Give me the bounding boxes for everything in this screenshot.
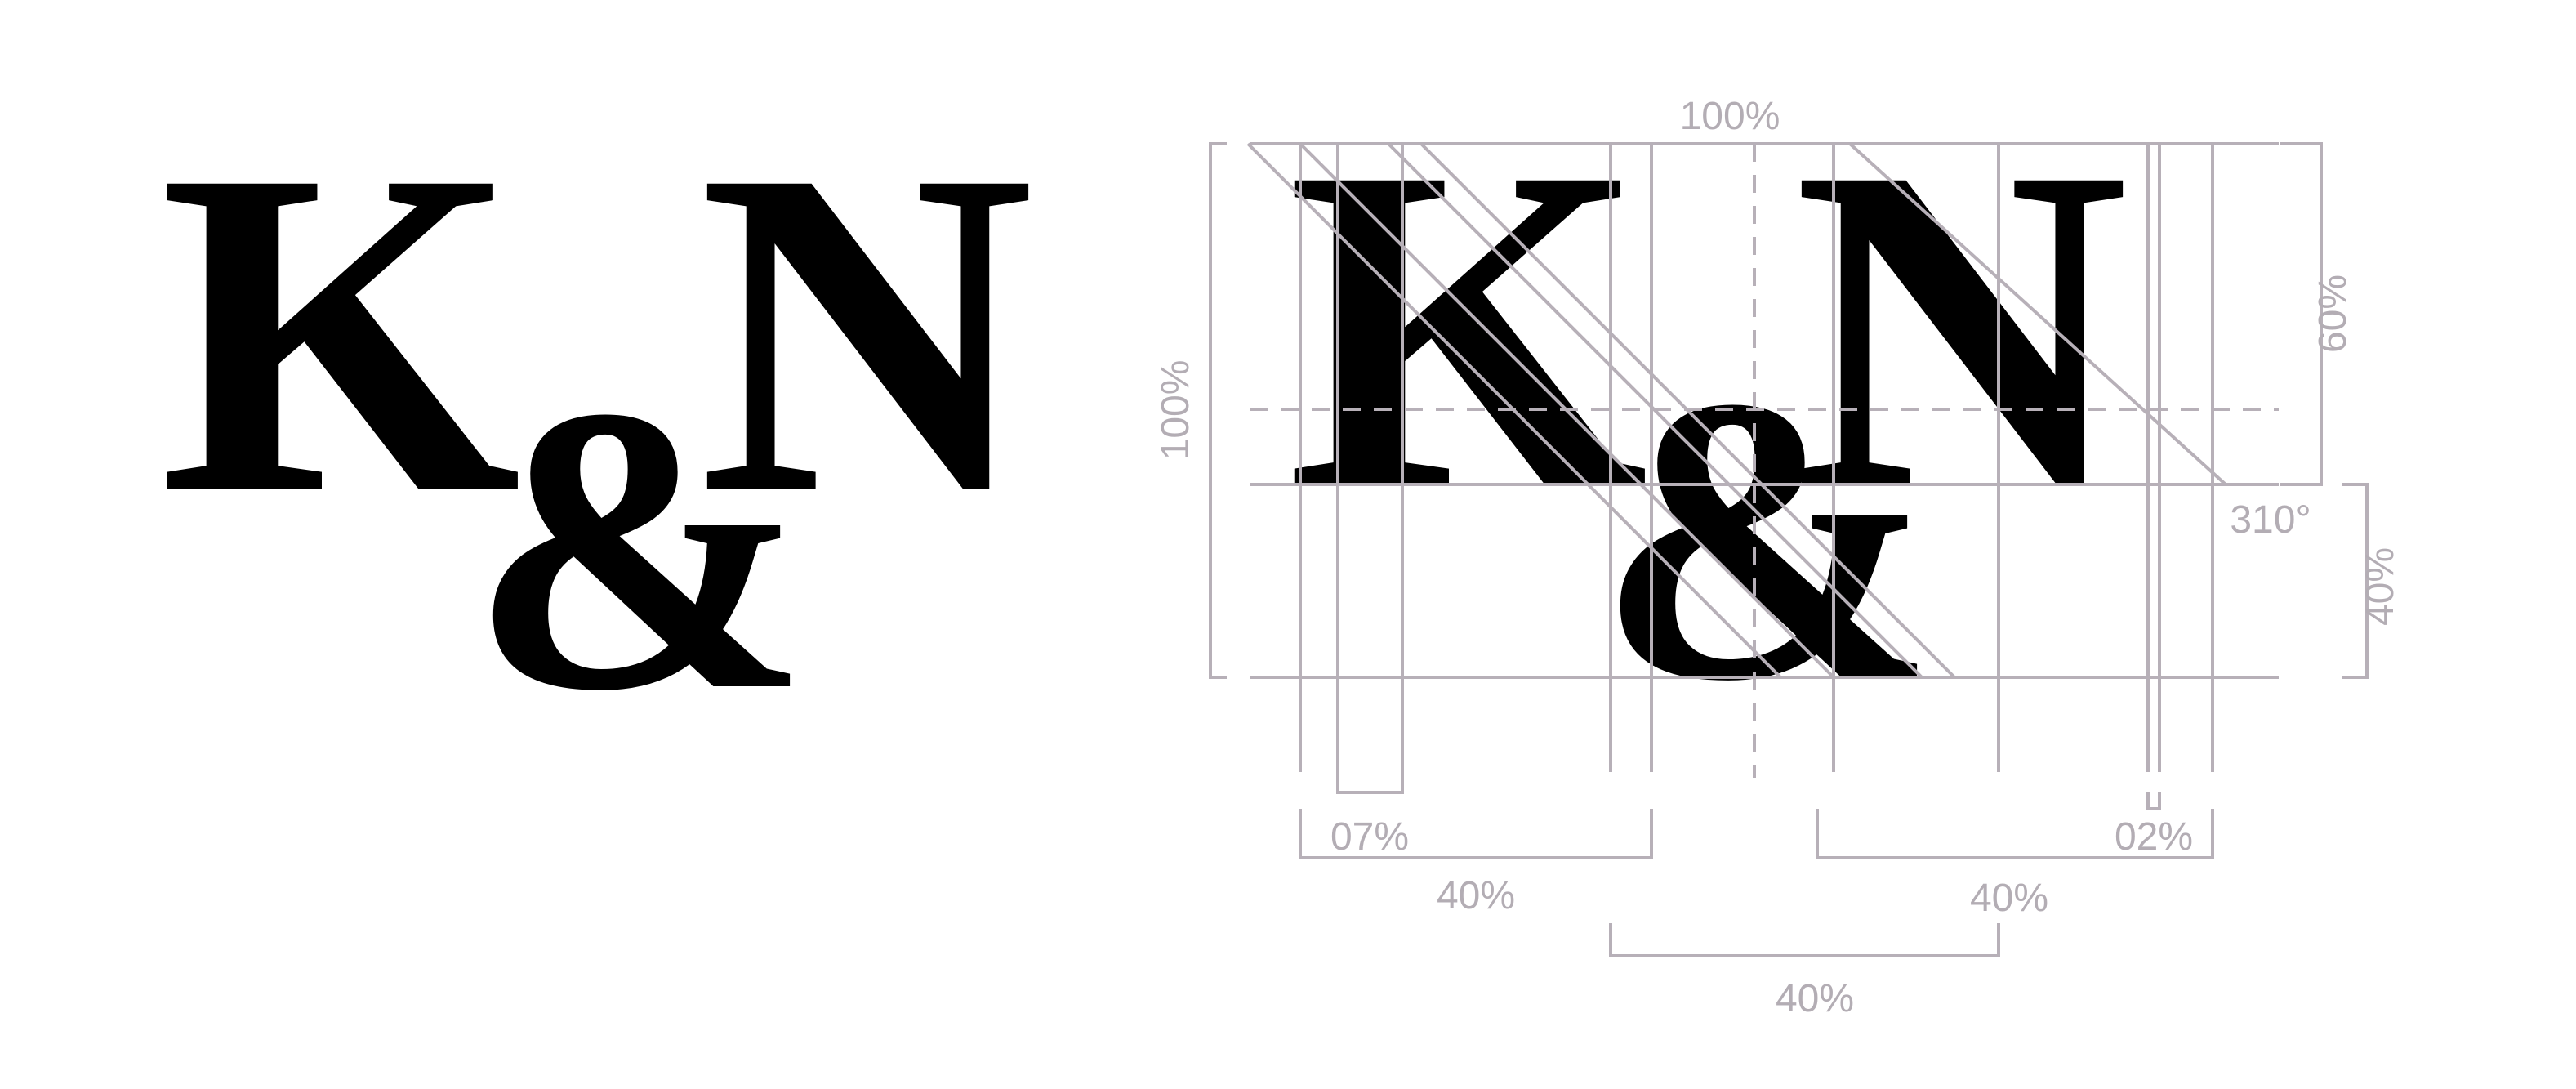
label-angle: 310° — [2230, 498, 2311, 542]
construction-ampersand: & — [1597, 313, 1937, 765]
label-amp-width: 40% — [1776, 977, 1854, 1020]
label-top-width: 100% — [1680, 95, 1780, 138]
guide-diagonal — [1419, 142, 1956, 679]
bracket-n-stem — [2146, 792, 2161, 810]
label-right-upper-height: 60% — [2311, 274, 2355, 353]
monogram-letter-n: N — [698, 74, 1035, 590]
label-k-stem: 07% — [1330, 815, 1409, 859]
bracket-right-upper — [2280, 142, 2323, 486]
label-left-height: 100% — [1154, 360, 1197, 461]
bracket-n-width — [1816, 809, 2214, 859]
label-n-stem: 02% — [2115, 815, 2193, 859]
monogram-final: K & N — [159, 74, 1035, 775]
guide-diagonal — [1848, 142, 2227, 486]
bracket-amp-width — [1609, 923, 2000, 957]
monogram-letter-k: K — [159, 74, 523, 590]
label-k-width: 40% — [1437, 874, 1515, 917]
guide-diagonal — [1299, 142, 1835, 679]
bracket-left-height — [1209, 142, 1227, 679]
label-right-lower-height: 40% — [2359, 547, 2402, 626]
guide-diagonal — [1246, 142, 1782, 679]
bracket-k-stem — [1336, 768, 1404, 794]
dimension-labels: 100% 100% 60% 40% 310° 07% 40% 02% 40% 4… — [1154, 95, 2402, 1020]
construction-letter-n: N — [1793, 71, 2129, 587]
monogram-construction: K & N — [1154, 71, 2402, 1020]
guide-diagonal — [1387, 142, 1923, 679]
construction-letter-k: K — [1286, 71, 1650, 587]
construction-guides — [1209, 142, 2369, 957]
label-n-width: 40% — [1970, 877, 2048, 920]
monogram-ampersand: & — [470, 323, 810, 775]
bracket-k-width — [1299, 809, 1653, 859]
bracket-right-lower — [2342, 483, 2369, 679]
